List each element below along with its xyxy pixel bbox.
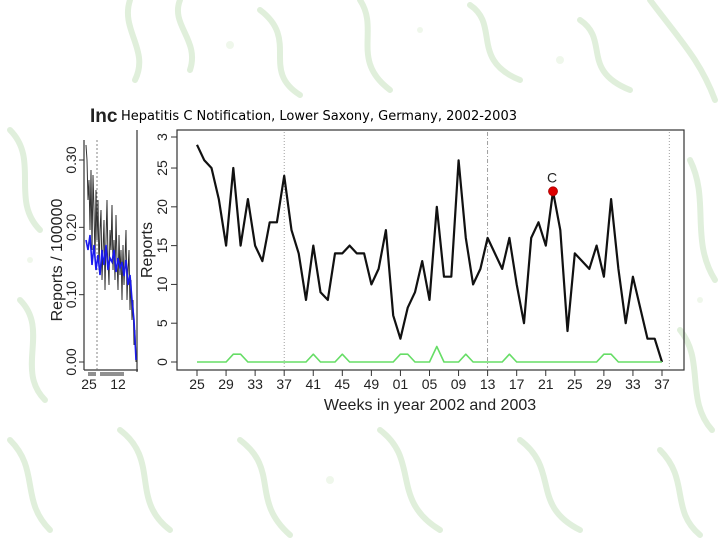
left-x-tick-label: 12 (110, 376, 126, 392)
x-tick-label: 33 (247, 376, 263, 392)
x-tick-label: 25 (189, 376, 205, 392)
main-xlabel: Weeks in year 2002 and 2003 (324, 397, 536, 414)
main-plot-frame (176, 129, 685, 371)
left-panel-title-fragment: Inc (90, 106, 118, 127)
x-tick-label: 37 (654, 376, 670, 392)
x-tick-label: 05 (422, 376, 438, 392)
y-tick-label: 5 (154, 319, 170, 327)
alarm-label: C (547, 169, 557, 185)
alarm-point (548, 186, 558, 197)
main-ylabel: Reports (139, 222, 156, 278)
left-y-tick-label: 0.00 (63, 348, 79, 375)
series-layer (196, 144, 664, 363)
y-tick-label: 25 (154, 160, 170, 176)
x-tick-label: 45 (335, 376, 351, 392)
x-tick-label: 13 (480, 376, 496, 392)
x-tick-label: 21 (538, 376, 554, 392)
x-tick-label: 29 (218, 376, 234, 392)
left-y-tick-label: 0.10 (63, 281, 79, 308)
x-tick-label: 37 (276, 376, 292, 392)
y-tick-label: 20 (154, 199, 170, 215)
y-tick-label: 15 (154, 238, 170, 254)
x-axis-ticks: 25 29 33 37 41 45 49 01 05 09 13 17 21 25 29 33 37 (189, 370, 670, 392)
left-y-tick-label: 0.20 (63, 213, 79, 240)
y-tick-label: 10 (154, 276, 170, 292)
slide-title: Hepatitis C Notification, Lower Saxony, … (118, 109, 520, 124)
reference-lines (283, 132, 670, 368)
x-tick-label: 01 (393, 376, 409, 392)
left-y-tick-label: 0.30 (63, 146, 79, 173)
left-panel-expected-line (85, 234, 137, 361)
x-tick-label: 41 (305, 376, 321, 392)
x-tick-label: 09 (451, 376, 467, 392)
x-tick-label: 49 (364, 376, 380, 392)
alarm-layer: C (547, 169, 558, 197)
x-tick-label: 29 (596, 376, 612, 392)
x-tick-label: 33 (625, 376, 641, 392)
x-tick-label: 25 (567, 376, 583, 392)
left-panel-rugs (88, 372, 124, 376)
left-panel-ylabel: Reports / 100000 (49, 199, 66, 322)
y-tick-label: 3 (154, 133, 170, 141)
reports-series-line (196, 144, 664, 363)
y-tick-label: 0 (154, 358, 170, 366)
left-panel: 0.00 0.10 0.20 0.30 25 12 Reports / 100000 (49, 130, 138, 392)
left-x-tick-label: 25 (81, 376, 97, 392)
y-axis-ticks: 0 5 10 15 20 25 3 (154, 133, 177, 366)
threshold-series-line (197, 345, 662, 363)
x-tick-label: 17 (509, 376, 525, 392)
